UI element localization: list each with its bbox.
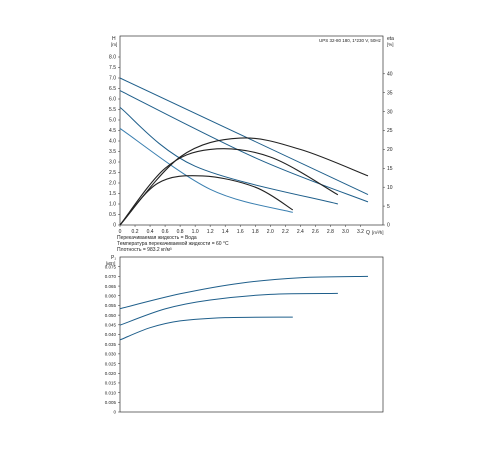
power-tick-label: 0.010 [105, 390, 117, 395]
head-tick-labels: 0 0.5 1.0 1.5 2.0 2.5 3.0 3.5 4.0 4.5 5.0 5.5 6.0 6.5… [109, 55, 120, 229]
power-chart: P₁ [кВт] 0 0.005 0.010 0.015 0.020 0.025 0.030… [105, 255, 384, 415]
head-tick-label: 2.5 [109, 170, 116, 176]
flow-tick-label: 1.8 [252, 229, 259, 235]
efficiency-tick-label: 25 [387, 128, 393, 134]
power-plot-frame [119, 256, 384, 413]
head-tick-label: 5.5 [109, 107, 116, 113]
head-tick-label: 5.0 [109, 118, 116, 124]
efficiency-tick-label: 0 [387, 223, 390, 229]
efficiency-tick-label: 15 [387, 166, 393, 172]
head-tick-label: 1.0 [109, 202, 116, 208]
performance-chart-title: UPS 32-80 180, 1*230 V, 50Hz [319, 38, 382, 43]
performance-plot-frame [119, 35, 384, 226]
performance-series [119, 77, 369, 226]
performance-chart: UPS 32-80 180, 1*230 V, 50Hz H [m] eta [… [109, 35, 394, 253]
head-tick-label: 7.0 [109, 76, 116, 82]
power-tick-label: 0.075 [105, 264, 117, 269]
efficiency-curve-7 [119, 175, 294, 226]
head-axis-unit: [m] [111, 42, 117, 47]
efficiency-tick-label: 35 [387, 90, 393, 96]
head-curve-1 [119, 77, 369, 196]
efficiency-tick-label: 30 [387, 109, 393, 115]
flow-tick-label: 0.4 [147, 229, 154, 235]
power-tick-labels: 0 0.005 0.010 0.015 0.020 0.025 0.030 0.035 0.04… [105, 264, 120, 415]
head-tick-label: 3.5 [109, 149, 116, 155]
head-tick-label: 8.0 [109, 55, 116, 61]
head-tick-label: 0.5 [109, 212, 116, 218]
power-tick-label: 0.065 [105, 284, 117, 289]
flow-tick-label: 3.0 [342, 229, 349, 235]
head-tick-label: 2.0 [109, 181, 116, 187]
flow-tick-label: 2.6 [312, 229, 319, 235]
power-series [119, 275, 369, 341]
flow-tick-label: 1.6 [237, 229, 244, 235]
temperature-note: Температура перекачиваемой жидкости = 60… [117, 240, 229, 247]
flow-tick-label: 2.2 [282, 229, 289, 235]
power-tick-label: 0.050 [105, 313, 117, 318]
flow-tick-label: 0.2 [132, 229, 139, 235]
efficiency-tick-label: 40 [387, 72, 393, 78]
flow-tick-label: 2.4 [297, 229, 304, 235]
power-tick-label: 0.020 [105, 371, 117, 376]
head-tick-label: 6.0 [109, 97, 116, 103]
head-axis-label: H [112, 36, 116, 42]
head-curve-2 [119, 90, 369, 203]
efficiency-curve-6 [119, 148, 339, 226]
flow-tick-label: 0.8 [177, 229, 184, 235]
head-tick-label: 4.0 [109, 139, 116, 145]
density-note: Плотность = 983.2 кг/м³ [117, 247, 172, 253]
flow-tick-label: 1.0 [192, 229, 199, 235]
power-curve-1 [119, 275, 369, 310]
head-tick-label: 1.5 [109, 191, 116, 197]
power-tick-label: 0.035 [105, 342, 117, 347]
flow-tick-label: 0 [119, 229, 122, 235]
power-curve-2 [119, 292, 338, 326]
head-tick-label: 7.5 [109, 65, 116, 71]
power-tick-label: 0.070 [105, 274, 117, 279]
head-tick-label: 4.5 [109, 128, 116, 134]
power-tick-label: 0.055 [105, 303, 117, 308]
head-curve-3 [119, 107, 339, 205]
flow-tick-label: 0.6 [162, 229, 169, 235]
power-tick-label: 0.025 [105, 361, 117, 366]
power-tick-label: 0.030 [105, 352, 117, 357]
flow-tick-label: 2.0 [267, 229, 274, 235]
efficiency-tick-labels: 0 5 10 15 20 25 30 35 40 [383, 72, 393, 229]
efficiency-axis-label: eta [387, 36, 394, 42]
flow-tick-label: 1.2 [207, 229, 214, 235]
flow-tick-labels: 0 0.2 0.4 0.6 0.8 1.0 1.2 1.4 1.6 1.8 2.0 2.2 2.4 2.6… [119, 225, 364, 235]
fluid-note: Перекачиваемая жидкость = Вода [117, 235, 197, 241]
power-axis-unit: [кВт] [106, 261, 115, 266]
head-tick-label: 0 [113, 223, 116, 229]
flow-tick-label: 2.8 [327, 229, 334, 235]
flow-tick-label: 3.2 [357, 229, 364, 235]
head-tick-label: 3.0 [109, 160, 116, 166]
head-curve-4 [119, 127, 293, 213]
power-tick-label: 0.040 [105, 332, 117, 337]
power-tick-label: 0.045 [105, 323, 117, 328]
efficiency-axis-unit: [%] [387, 42, 394, 47]
efficiency-tick-label: 10 [387, 185, 393, 191]
power-tick-label: 0.015 [105, 381, 117, 386]
power-tick-label: 0 [113, 410, 116, 415]
flow-axis-label: Q [366, 230, 370, 236]
head-tick-label: 6.5 [109, 86, 116, 92]
power-curve-3 [119, 316, 293, 341]
flow-axis-unit: [m³/h] [372, 230, 384, 235]
flow-tick-label: 1.4 [222, 229, 229, 235]
power-tick-label: 0.005 [105, 400, 117, 405]
efficiency-tick-label: 20 [387, 147, 393, 153]
power-axis-label: P₁ [111, 255, 116, 261]
power-tick-label: 0.060 [105, 293, 117, 298]
efficiency-curve-5 [119, 137, 369, 226]
efficiency-tick-label: 5 [387, 204, 390, 210]
